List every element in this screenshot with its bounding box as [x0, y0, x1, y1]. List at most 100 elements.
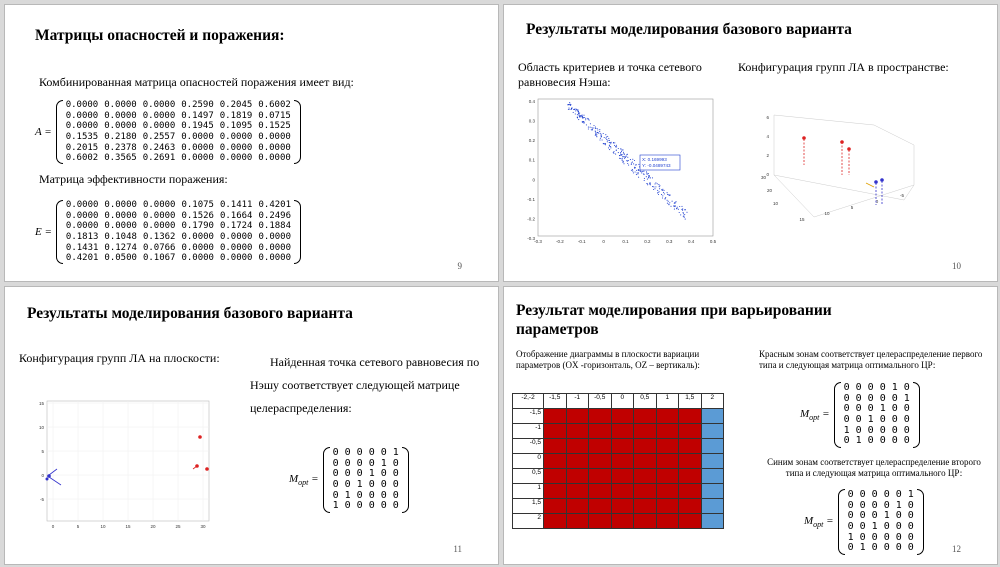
scatter-point: [631, 169, 634, 171]
scatter-point: [651, 177, 654, 179]
matrix-cell: 0.2557: [142, 132, 176, 142]
scatter-point: [631, 161, 633, 163]
matrix-cell: 0.0000: [142, 210, 176, 221]
matrix-cell: 0: [368, 489, 375, 501]
scatter-point: [567, 104, 569, 106]
matrix-row: 0.4201 0.0500 0.1067 0.0000 0.0000 0.0000: [63, 253, 294, 264]
y-tick-label: 15: [39, 401, 45, 406]
matrix-row: 0.0000 0.0000 0.0000 0.1075 0.1411 0.4201: [63, 200, 294, 211]
matrix-cell: 0: [859, 521, 866, 532]
matrix-cell: 0: [356, 457, 363, 469]
scatter-point: [621, 158, 623, 160]
x-tick-label: -0.3: [534, 239, 542, 244]
scatter-point: [657, 189, 659, 191]
matrix-cell: 0: [855, 424, 862, 436]
scatter-point: [599, 139, 601, 141]
scatter-point: [578, 113, 580, 115]
scatter-point: [681, 205, 683, 207]
scatter-point: [615, 149, 617, 151]
slide-10: Результаты моделирования базового вариан…: [503, 4, 998, 282]
scatter-point: [630, 169, 632, 171]
scatter-point: [629, 159, 631, 161]
matrix-cell: 0: [855, 403, 862, 415]
y-tick-label: 5: [41, 449, 44, 454]
scatter-point: [612, 151, 614, 154]
matrix-cell: 0.0000: [258, 242, 291, 253]
scatter-point: [633, 166, 636, 168]
page-number: 12: [952, 544, 961, 554]
red-zone-cell: [633, 498, 657, 514]
scatter-point: [575, 110, 577, 112]
grid-col-label: 0,5: [633, 393, 657, 409]
scatter-point: [572, 111, 574, 113]
scatter-point: [614, 144, 616, 146]
scatter-point: [606, 141, 608, 143]
scatter-point: [593, 127, 595, 129]
matrix-cell: 0: [843, 403, 850, 415]
scatter-point: [673, 208, 675, 210]
x-tick-label: 0: [52, 524, 55, 529]
scatter-point: [682, 209, 684, 211]
scatter-point: [667, 200, 669, 202]
matrix-cell: 0: [891, 424, 898, 436]
red-zone-cell: [588, 513, 612, 529]
scatter-point: [645, 176, 647, 178]
scatter-point: [589, 123, 591, 125]
matrix-cell: 0: [356, 447, 363, 459]
matrix-a-table: 0.0000 0.0000 0.0000 0.2590 0.2045 0.6002 0.00…: [63, 100, 294, 164]
matrix-cell: 0.1790: [181, 221, 214, 232]
scatter-point: [589, 126, 591, 128]
matrix-cell: 0.3565: [104, 153, 137, 164]
matrix-cell: 0: [907, 521, 914, 532]
grid-row-label: -1,5: [512, 408, 544, 424]
scatter-point: [654, 188, 656, 190]
red-zone-cell: [543, 438, 567, 454]
matrix-cell: 1: [344, 489, 351, 501]
plot-frame: [537, 98, 714, 237]
scatter-point: [594, 130, 596, 132]
scatter-point: [578, 116, 581, 118]
red-zone-cell: [565, 408, 589, 424]
matrix-cell: 0: [392, 468, 399, 480]
scatter-point: [579, 115, 581, 117]
matrix-row: 0.0000 0.0000 0.0000 0.1497 0.1819 0.0715: [63, 111, 294, 122]
scatter-point: [594, 134, 596, 136]
matrix-cell: 0.0000: [219, 242, 253, 253]
scatter-point: [622, 161, 624, 164]
scatter-point: [666, 192, 668, 194]
matrix-cell: 0.1431: [65, 242, 99, 253]
scatter-point: [622, 151, 625, 153]
scatter-point: [579, 112, 581, 114]
matrix-cell: 0: [883, 499, 890, 511]
matrix-cell: 0.2496: [258, 210, 291, 221]
scatter-point: [663, 191, 665, 193]
matrix-cell: 0.0000: [258, 232, 291, 242]
matrix-cell: 0: [895, 521, 902, 532]
red-zone-cell: [655, 408, 679, 424]
scatter-point: [585, 124, 587, 126]
scatter-point: [648, 175, 650, 177]
grid-col-label: -2,-2: [512, 393, 544, 409]
scatter-point: [684, 218, 686, 220]
grid-row-label: 1: [512, 483, 544, 499]
scatter-point: [636, 172, 638, 174]
grid-col-label: 2: [700, 393, 724, 409]
matrix-cell: 1: [867, 414, 874, 425]
grid-col-label: 1: [655, 393, 679, 409]
matrix-cell: 0: [891, 435, 898, 447]
scatter-point: [605, 137, 607, 139]
red-zone-cell: [588, 498, 612, 514]
blue-zone-cell: [700, 498, 724, 514]
matrix-cell: 0: [867, 424, 874, 436]
matrix-cell: 0: [344, 479, 351, 490]
matrix-cell: 0.0000: [181, 132, 214, 142]
red-zone-cell: [610, 483, 634, 499]
matrix-cell: 0: [879, 382, 886, 394]
scatter-point: [621, 149, 623, 151]
matrix-cell: 0.2015: [65, 142, 99, 153]
scatter-point: [580, 115, 583, 117]
grid-col-label: -0,5: [588, 393, 612, 409]
